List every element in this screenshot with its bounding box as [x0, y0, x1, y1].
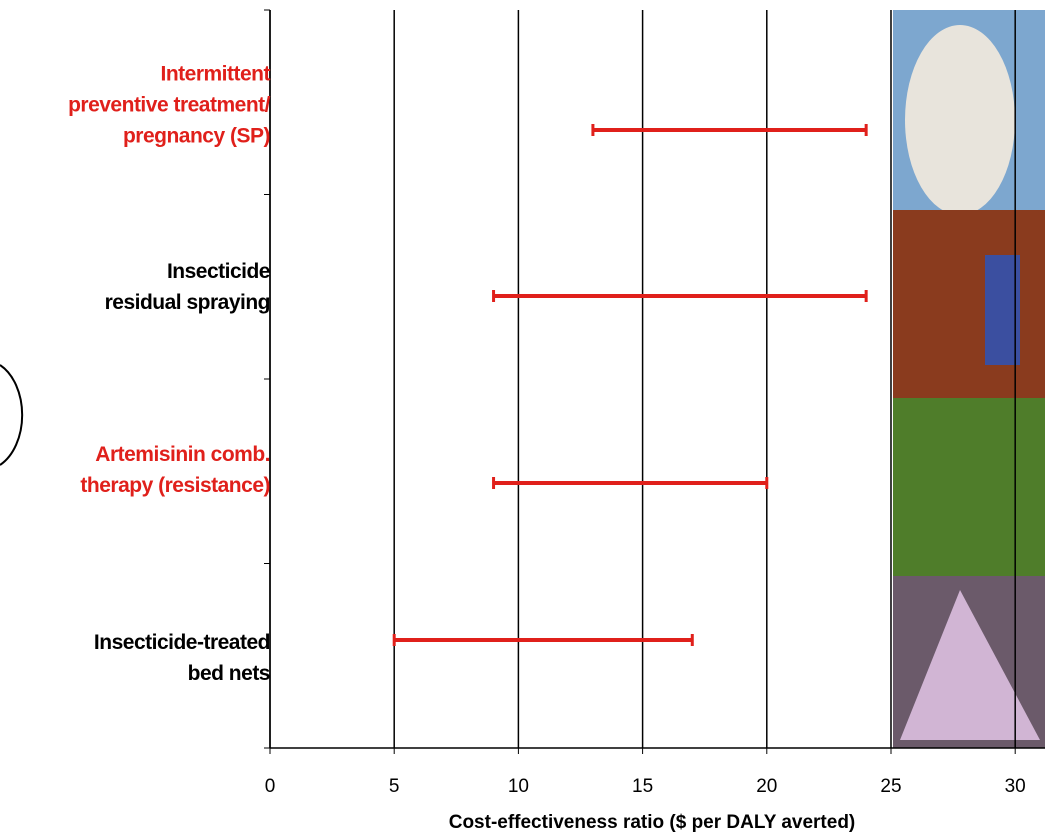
- x-tick-label: 5: [389, 776, 400, 797]
- x-axis-title: Cost-effectiveness ratio ($ per DALY ave…: [449, 812, 856, 833]
- category-label: Intermittent preventive treatment/ pregn…: [68, 62, 270, 148]
- decoration: [0, 364, 24, 466]
- photo: [905, 25, 1015, 215]
- photo: [985, 255, 1020, 365]
- photo: [900, 590, 1040, 740]
- category-label: Artemisinin comb. therapy (resistance): [80, 443, 270, 497]
- x-tick-label: 20: [756, 776, 777, 797]
- x-tick-label: 25: [880, 776, 901, 797]
- x-tick-label: 15: [632, 776, 653, 797]
- photo: [893, 210, 1045, 398]
- x-tick-label: 10: [508, 776, 529, 797]
- x-tick-label: 30: [1005, 776, 1026, 797]
- category-label: Insecticide residual spraying: [104, 260, 271, 314]
- x-tick-label: 0: [265, 776, 276, 797]
- category-label: Insecticide-treated bed nets: [93, 631, 271, 685]
- photo: [893, 398, 1045, 576]
